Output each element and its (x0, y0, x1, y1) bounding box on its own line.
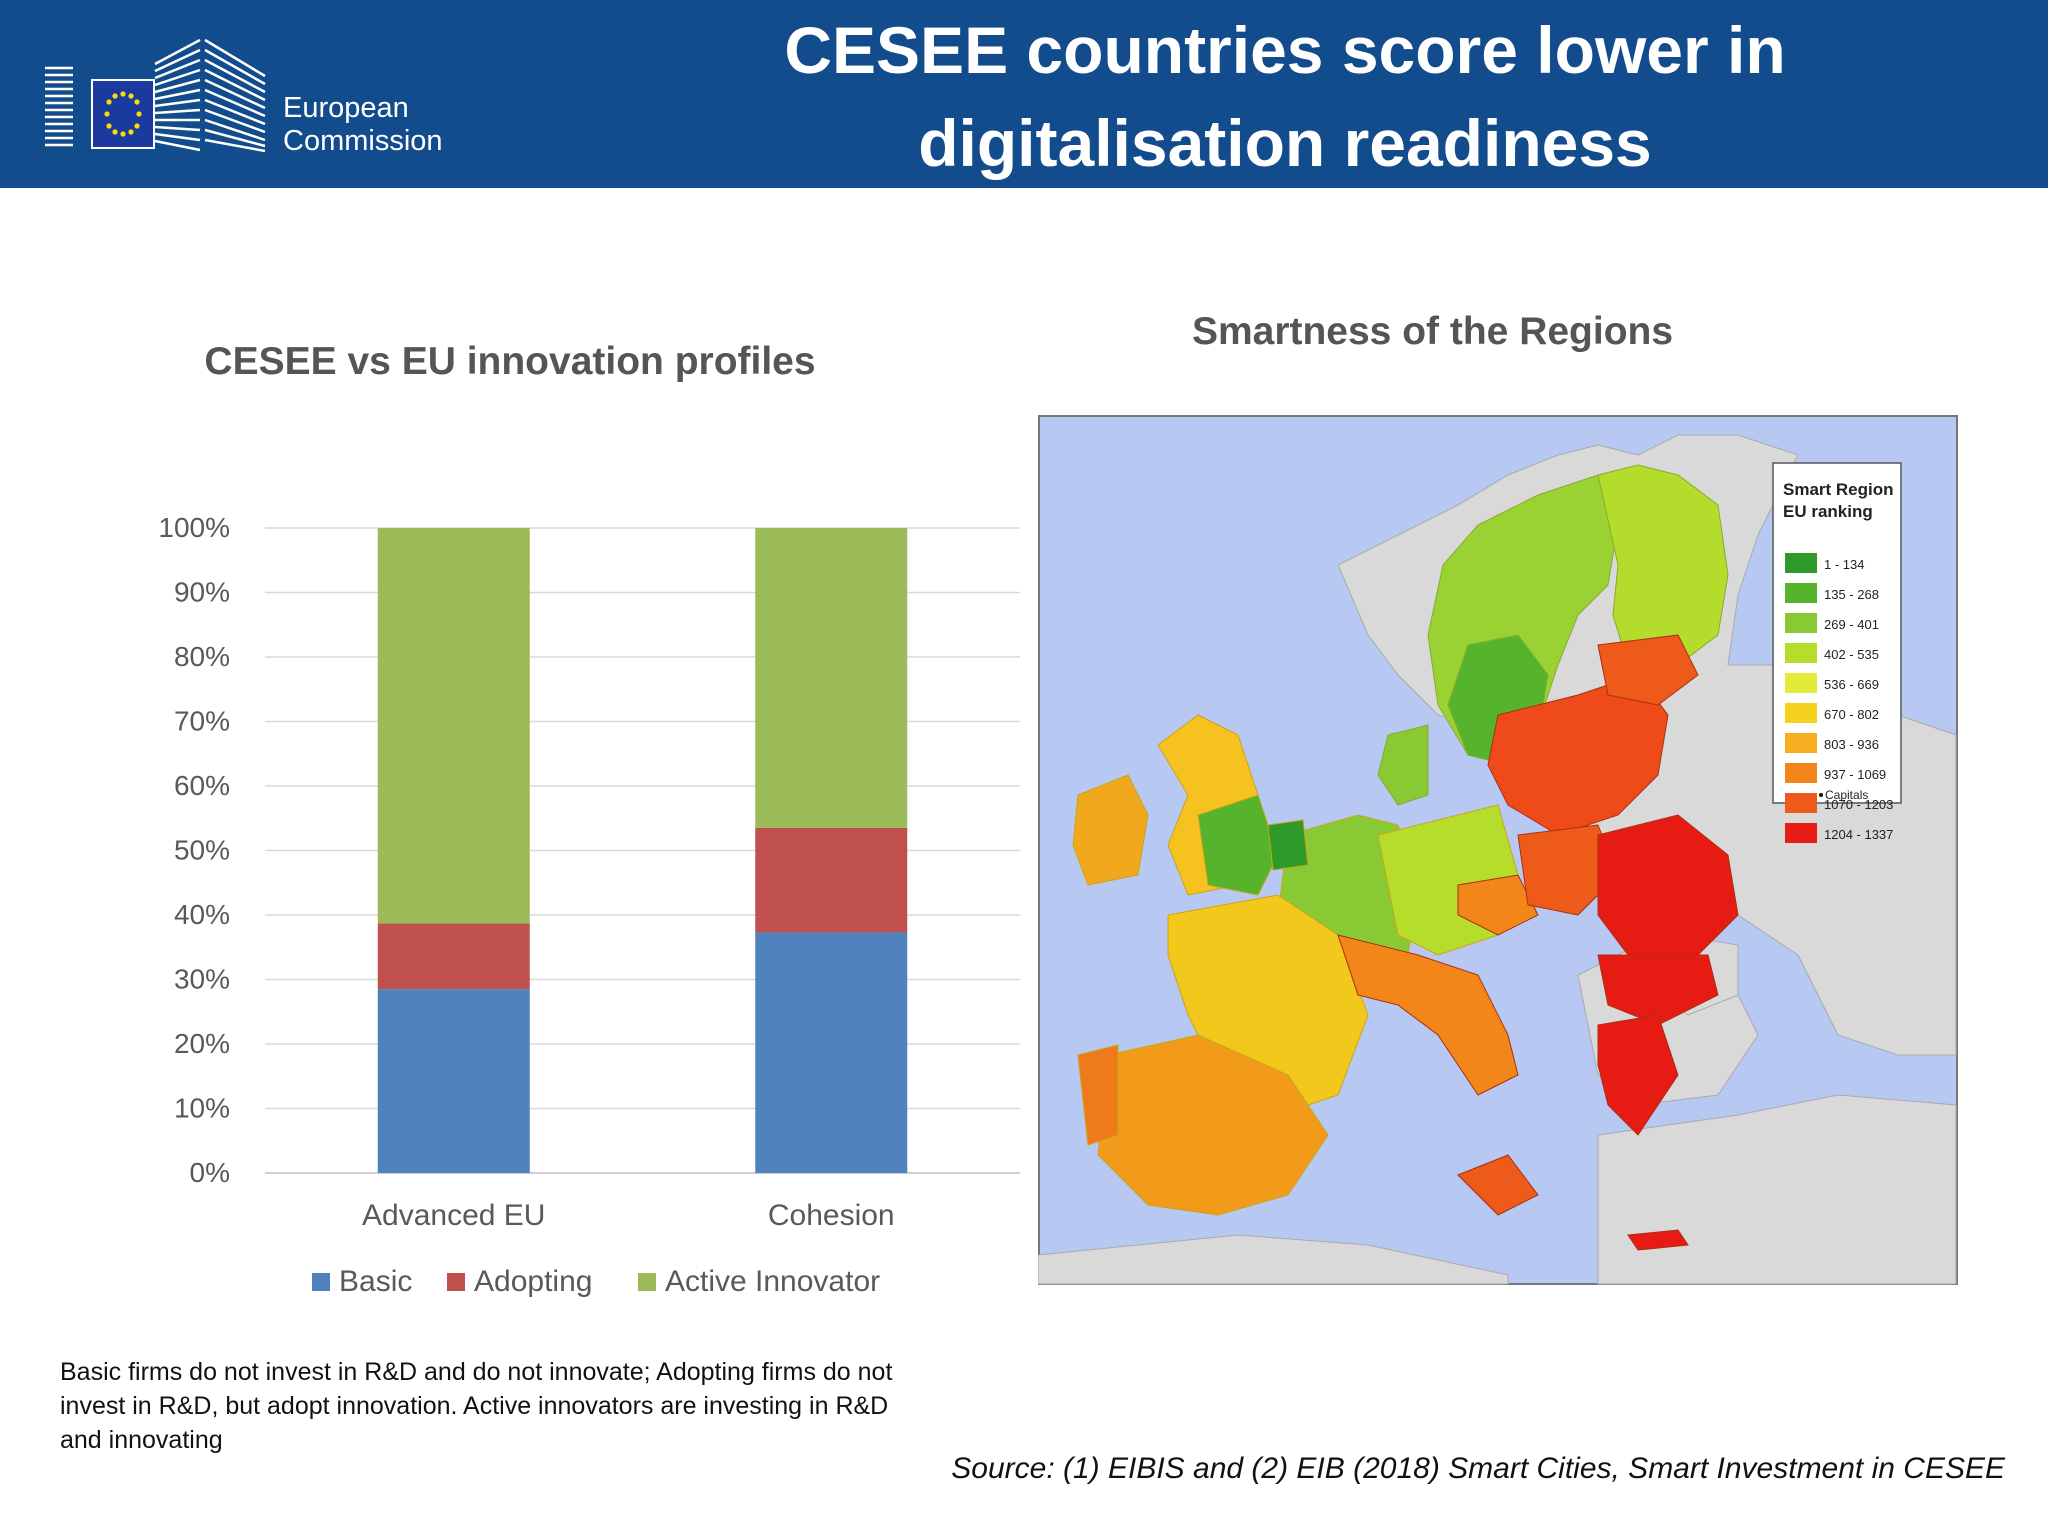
bar-basic (377, 989, 530, 1173)
map-nordic-regions (1377, 464, 1729, 806)
map-legend-swatch (1785, 703, 1817, 723)
map-legend-title-2: EU ranking (1783, 502, 1873, 521)
legend-swatch (312, 1273, 330, 1291)
map-legend-capitals: Capitals (1825, 788, 1868, 802)
european-commission-logo (45, 38, 266, 153)
map-legend-swatch (1785, 823, 1817, 843)
y-tick-label: 50% (174, 835, 230, 866)
page-title-line-2: digitalisation readiness (918, 106, 1652, 180)
map-legend-swatch (1785, 613, 1817, 633)
y-tick-label: 60% (174, 770, 230, 801)
y-tick-label: 90% (174, 577, 230, 608)
map-legend-swatch (1785, 553, 1817, 573)
map-legend-label: 269 - 401 (1824, 617, 1879, 632)
map-legend-swatch (1785, 583, 1817, 603)
y-tick-label: 100% (158, 512, 230, 543)
legend-swatch (638, 1273, 656, 1291)
bar-adopting (377, 923, 530, 990)
y-tick-label: 80% (174, 641, 230, 672)
map-south-east-regions (1337, 634, 1739, 1251)
y-tick-label: 40% (174, 899, 230, 930)
logo-text: European Commission (283, 92, 443, 158)
map-legend-label: 135 - 268 (1824, 587, 1879, 602)
x-category-label: Cohesion (768, 1199, 895, 1232)
bar-basic (755, 932, 908, 1173)
chart-title: CESEE vs EU innovation profiles (204, 340, 816, 383)
legend-label: Basic (339, 1265, 412, 1298)
footnote: Basic firms do not invest in R&D and do … (60, 1358, 893, 1454)
legend-label: Active Innovator (665, 1265, 880, 1298)
logo-line-2: Commission (283, 125, 443, 157)
map-title: Smartness of the Regions (1191, 310, 1674, 353)
map-legend-swatch (1785, 643, 1817, 663)
page-title-line-1: CESEE countries score lower in (784, 13, 1786, 87)
map-legend-swatch (1785, 763, 1817, 783)
page-title: CESEE countries score lower in digitalis… (720, 4, 1850, 190)
capitals-dot-icon (1819, 793, 1823, 797)
bar-adopting (755, 827, 908, 933)
map-legend-label: 1070 - 1203 (1824, 797, 1893, 812)
map-legend-label: 1204 - 1337 (1824, 827, 1893, 842)
map-legend-label: 803 - 936 (1824, 737, 1879, 752)
map-legend-label: 1 - 134 (1824, 557, 1864, 572)
map-legend-swatch (1785, 793, 1817, 813)
map-legend-label: 536 - 669 (1824, 677, 1879, 692)
header-banner: European Commission CESEE countries scor… (0, 0, 2048, 188)
y-tick-label: 0% (190, 1157, 230, 1188)
map-legend-label: 402 - 535 (1824, 647, 1879, 662)
map-legend-swatch (1785, 733, 1817, 753)
europe-smart-regions-map: Smart Region EU ranking 1 - 134 135 - 268… (1038, 415, 1958, 1285)
source-citation: Source: (1) EIBIS and (2) EIB (2018) Sma… (951, 1452, 2005, 1485)
bar-active-innovator (377, 528, 530, 924)
y-tick-label: 30% (174, 964, 230, 995)
legend-swatch (447, 1273, 465, 1291)
logo-line-1: European (283, 92, 409, 124)
map-legend-label: 670 - 802 (1824, 707, 1879, 722)
y-tick-label: 10% (174, 1093, 230, 1124)
bar-active-innovator (755, 528, 908, 828)
x-category-label: Advanced EU (362, 1199, 545, 1232)
map-legend: Smart Region EU ranking 1 - 134 135 - 268… (1772, 462, 1902, 843)
map-legend-title-1: Smart Region (1783, 480, 1894, 499)
map-legend-label: 937 - 1069 (1824, 767, 1886, 782)
legend-label: Adopting (474, 1265, 592, 1298)
map-legend-swatch (1785, 673, 1817, 693)
y-tick-label: 20% (174, 1028, 230, 1059)
y-tick-label: 70% (174, 706, 230, 737)
stacked-bar-chart: 0% 10% 20% 30% 40% 50% 60% 70% 80% 90% 100% Advance… (158, 512, 1020, 1298)
